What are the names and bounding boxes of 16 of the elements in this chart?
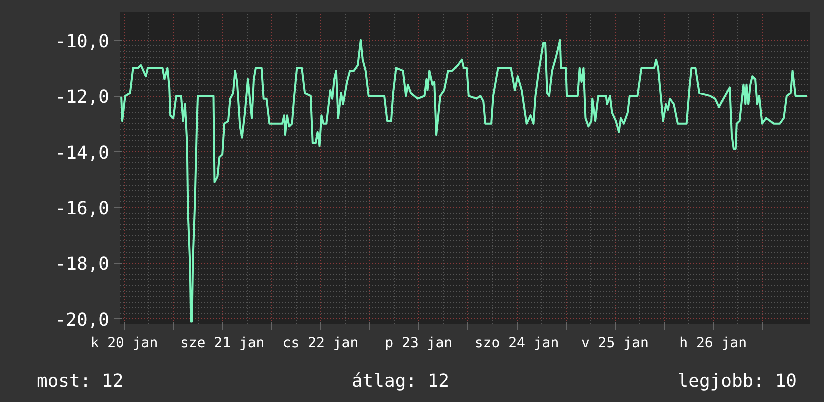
y-tick-label: -14,0 bbox=[55, 142, 110, 164]
x-tick-label: v 25 jan bbox=[581, 336, 649, 352]
y-tick-label: -12,0 bbox=[55, 87, 110, 108]
y-tick-label: -18,0 bbox=[55, 254, 110, 276]
x-tick-label: cs 22 jan bbox=[282, 336, 359, 352]
text: legjobb: 10 bbox=[678, 370, 797, 394]
y-tick-label: -10,0 bbox=[55, 31, 110, 52]
x-tick-label: h 26 jan bbox=[680, 336, 748, 352]
text: átlag: 12 bbox=[352, 370, 450, 394]
y-tick-label: -16,0 bbox=[55, 198, 110, 220]
x-tick-label: sze 21 jan bbox=[180, 336, 265, 352]
x-tick-label: p 23 jan bbox=[385, 336, 453, 352]
y-tick-label: -20,0 bbox=[55, 310, 110, 331]
x-tick-label: szo 24 jan bbox=[474, 336, 560, 352]
x-tick-label: k 20 jan bbox=[90, 336, 158, 352]
text: most: 12 bbox=[37, 370, 124, 394]
